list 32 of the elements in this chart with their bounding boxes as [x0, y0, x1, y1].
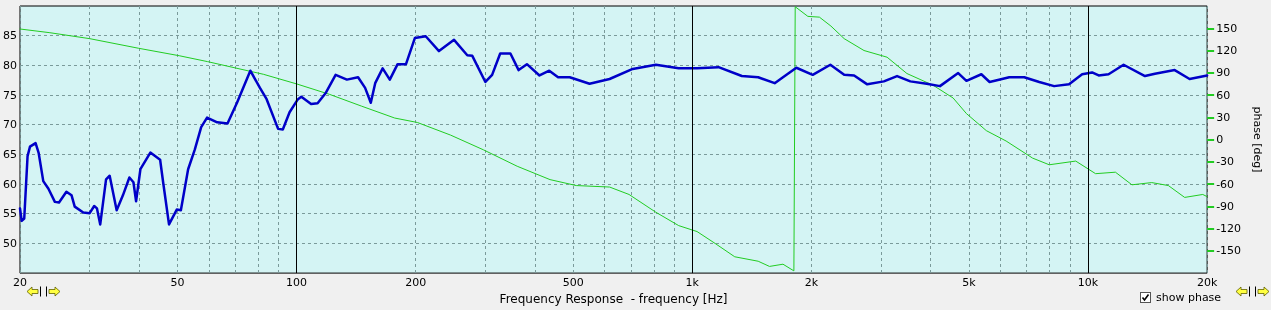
y2-tick-label: 30	[1216, 110, 1231, 124]
y2-tick-label: -90	[1216, 199, 1235, 213]
y2-tick-label: 60	[1216, 88, 1231, 102]
y2-tick-label: 150	[1216, 21, 1238, 35]
x-tick-label: 2k	[804, 276, 819, 290]
x-tick-label: 10k	[1077, 276, 1099, 290]
y-tick-label: 60	[3, 177, 17, 191]
x-tick-label: 500	[562, 276, 584, 290]
x-tick-label: 100	[286, 276, 308, 290]
y2-tick-label: 120	[1216, 44, 1238, 58]
x-tick-label: 50	[170, 276, 185, 290]
y-tick-label: 75	[3, 88, 17, 102]
x-tick-label: 200	[405, 276, 427, 290]
y-tick-label: 65	[3, 147, 17, 161]
y2-tick-label: 0	[1216, 133, 1224, 147]
x-tick-label: 20	[13, 276, 27, 290]
x-axis-title: Frequency Response - frequency [Hz]	[499, 292, 728, 306]
y2-tick-label: -150	[1216, 244, 1242, 258]
y-tick-label: 55	[3, 207, 17, 221]
x-tick-label: 5k	[962, 276, 977, 290]
y2-tick-label: 90	[1216, 66, 1231, 80]
y-tick-label: 80	[3, 58, 17, 72]
y-tick-label: 50	[3, 236, 17, 250]
y2-axis-title: phase [deg]	[1251, 106, 1264, 173]
text: show phase	[1156, 291, 1222, 304]
y2-tick-label: -120	[1216, 222, 1242, 236]
y-tick-label: 70	[3, 118, 17, 132]
x-tick-label: 20k	[1196, 276, 1218, 290]
y-tick-label: 85	[3, 29, 17, 43]
y2-tick-label: -60	[1216, 177, 1235, 191]
y2-tick-label: -30	[1216, 155, 1235, 169]
x-tick-label: 1k	[685, 276, 700, 290]
